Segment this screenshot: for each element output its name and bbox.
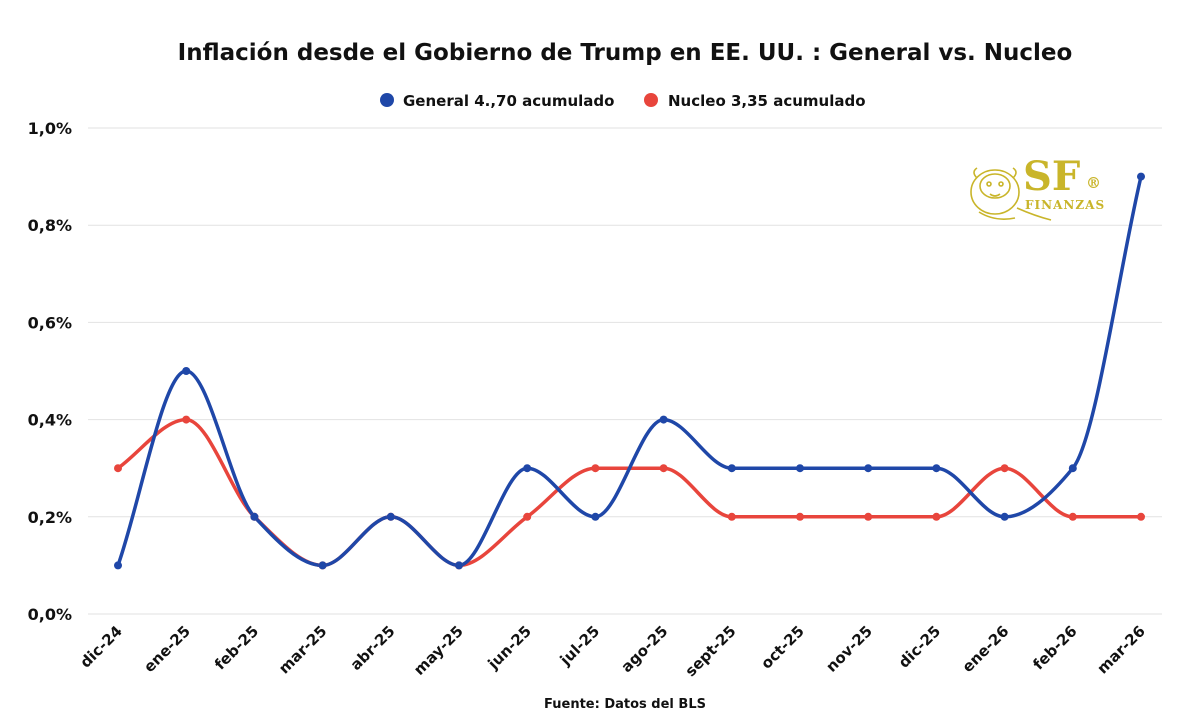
data-point-general [250,512,259,521]
data-point-general [796,464,804,473]
y-tick-label: 0,8% [28,216,72,235]
sf-finanzas-logo: SF ® FINANZAS [970,153,1105,221]
data-point-nucleo [659,464,668,473]
data-point-general [1000,512,1009,521]
chart-title: Inflación desde el Gobierno de Trump en … [178,40,1073,66]
y-tick-label: 0,6% [28,313,72,332]
legend-marker-general [380,93,394,107]
data-points [114,172,1145,570]
data-point-general [1137,172,1145,181]
data-point-nucleo [1000,464,1009,473]
data-point-nucleo [1068,512,1077,521]
data-point-nucleo [727,512,736,521]
data-point-general [455,561,463,570]
data-point-nucleo [591,464,600,473]
y-tick-label: 0,0% [28,605,72,624]
data-point-general [864,464,873,473]
data-point-general [932,464,941,473]
data-point-general [727,464,736,473]
logo-main-text: SF [1023,153,1080,200]
y-axis: 0,0% 0,2% 0,4% 0,6% 0,8% 1,0% [28,119,72,624]
y-tick-label: 0,4% [28,411,72,430]
data-point-nucleo [523,512,532,521]
gridlines [88,127,1162,615]
data-point-general [114,561,122,570]
legend: General 4.,70 acumulado Nucleo 3,35 acum… [380,92,866,110]
data-point-general [1068,464,1077,473]
legend-marker-nucleo [644,93,658,107]
logo-sub-text: FINANZAS [1025,198,1105,212]
legend-label-general: General 4.,70 acumulado [403,92,614,110]
data-point-nucleo [114,464,122,473]
legend-label-nucleo: Nucleo 3,35 acumulado [668,92,866,110]
data-point-nucleo [864,512,873,521]
data-point-nucleo [182,415,191,424]
data-point-nucleo [1137,512,1145,521]
data-point-general [182,367,191,375]
y-tick-label: 1,0% [28,119,72,138]
data-point-general [659,415,668,424]
data-point-general [386,512,395,521]
data-point-general [523,464,532,473]
data-point-nucleo [796,512,804,521]
y-tick-label: 0,2% [28,508,72,527]
source-note: Fuente: Datos del BLS [544,697,706,712]
logo-registered-mark: ® [1086,174,1101,192]
data-point-nucleo [932,512,941,521]
bulldog-logo-icon [970,167,1052,221]
data-point-general [318,561,327,570]
data-point-general [591,512,600,521]
